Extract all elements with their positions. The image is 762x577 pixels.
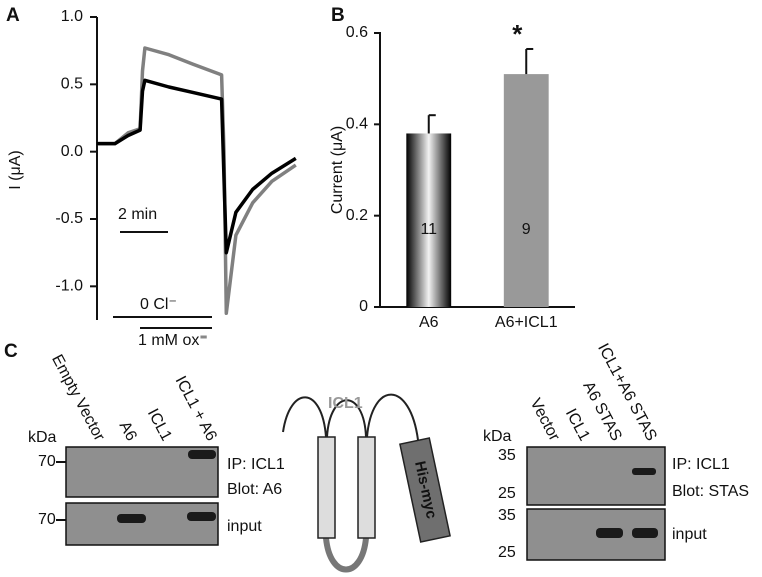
panel-label: B <box>331 5 345 26</box>
loop <box>323 537 369 573</box>
trace <box>97 78 297 255</box>
y-axis-label: I (μA) <box>7 150 24 189</box>
lane-label: Empty Vector <box>48 352 108 445</box>
tag-box: His-myc <box>399 437 451 543</box>
lane-label: A6 <box>116 419 140 444</box>
marker-label: 70 <box>38 511 56 528</box>
marker-label: 25 <box>498 485 516 502</box>
y-tick-label: 0.4 <box>346 116 368 133</box>
tag <box>399 437 451 543</box>
lane-label: ICL1 + A6 <box>172 373 220 444</box>
x-tick-label: A6+ICL1 <box>495 314 558 331</box>
x-tick-label: A6 <box>419 314 439 331</box>
blot-label: input <box>672 526 707 543</box>
y-tick-label: -1.0 <box>55 278 83 295</box>
marker-label: 70 <box>38 453 56 470</box>
panel-label: A <box>6 5 20 26</box>
annotation: 1 mM ox⁼ <box>138 332 208 349</box>
blot <box>65 502 219 546</box>
band <box>188 450 216 459</box>
blot-label: IP: ICL1 <box>227 456 285 473</box>
y-tick-label: 0.0 <box>61 143 83 160</box>
y-tick-label: 0 <box>359 298 368 315</box>
blot <box>526 446 666 506</box>
lane-label: ICL1 <box>562 406 593 444</box>
blot-label: Blot: STAS <box>672 483 749 500</box>
scale-bar-label: 2 min <box>118 206 157 223</box>
n-label: 11 <box>420 221 437 238</box>
blot-label: Blot: A6 <box>227 481 282 498</box>
lane-label: Vector <box>526 396 563 445</box>
significance: * <box>512 19 523 49</box>
blot-label: IP: ICL1 <box>672 456 730 473</box>
marker-label: 25 <box>498 544 516 561</box>
marker-label: 35 <box>498 507 516 524</box>
marker-label: 35 <box>498 447 516 464</box>
lane-label: ICL1 <box>144 406 175 444</box>
bar <box>406 133 452 307</box>
blot-label: input <box>227 518 262 535</box>
loop <box>366 393 419 441</box>
bar <box>503 74 549 307</box>
trace <box>97 46 297 316</box>
band <box>117 514 146 523</box>
annotation: 0 Cl⁻ <box>140 296 177 313</box>
band <box>187 512 216 521</box>
band <box>632 528 658 538</box>
kda-label: kDa <box>483 428 512 445</box>
band <box>596 528 623 538</box>
y-tick-label: 0.6 <box>346 24 368 41</box>
panel-label: C <box>4 341 18 362</box>
y-tick-label: 0.5 <box>61 76 83 93</box>
n-label: 9 <box>522 221 531 238</box>
y-tick-label: 0.2 <box>346 207 368 224</box>
loop <box>282 396 327 438</box>
kda-label: kDa <box>28 429 57 446</box>
y-tick-label: 1.0 <box>61 8 83 25</box>
y-axis-label: Current (μA) <box>329 126 346 214</box>
loop <box>326 399 367 438</box>
helix <box>357 436 376 539</box>
helix <box>317 436 336 539</box>
band <box>632 468 656 475</box>
protein-label: ICL1 <box>328 395 363 412</box>
y-tick-label: -0.5 <box>55 210 83 227</box>
